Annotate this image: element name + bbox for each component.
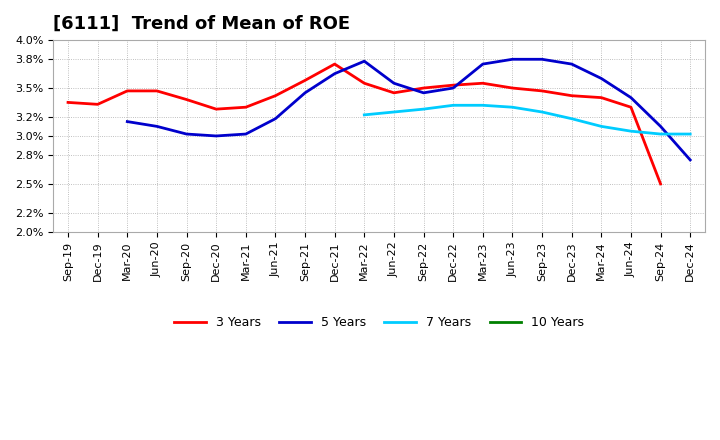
- 7 Years: [419, 106, 428, 112]
- 3 Years: [419, 85, 428, 91]
- 7 Years: [360, 112, 369, 117]
- 5 Years: [212, 133, 220, 139]
- 7 Years: [508, 105, 517, 110]
- 5 Years: [123, 119, 132, 124]
- 7 Years: [567, 116, 576, 121]
- 3 Years: [271, 93, 280, 99]
- 3 Years: [567, 93, 576, 99]
- 3 Years: [212, 106, 220, 112]
- 5 Years: [301, 90, 310, 95]
- 5 Years: [241, 132, 250, 137]
- 5 Years: [449, 85, 457, 91]
- 3 Years: [597, 95, 606, 100]
- 7 Years: [686, 132, 695, 137]
- 5 Years: [538, 57, 546, 62]
- 5 Years: [360, 59, 369, 64]
- 3 Years: [360, 81, 369, 86]
- 3 Years: [508, 85, 517, 91]
- 3 Years: [330, 62, 339, 67]
- 3 Years: [63, 100, 72, 105]
- 5 Years: [330, 71, 339, 76]
- 5 Years: [686, 157, 695, 162]
- Line: 7 Years: 7 Years: [364, 105, 690, 134]
- 3 Years: [449, 83, 457, 88]
- 5 Years: [508, 57, 517, 62]
- 3 Years: [390, 90, 398, 95]
- 3 Years: [94, 102, 102, 107]
- 3 Years: [182, 97, 191, 102]
- Legend: 3 Years, 5 Years, 7 Years, 10 Years: 3 Years, 5 Years, 7 Years, 10 Years: [169, 311, 589, 334]
- 5 Years: [153, 124, 161, 129]
- Line: 5 Years: 5 Years: [127, 59, 690, 160]
- Text: [6111]  Trend of Mean of ROE: [6111] Trend of Mean of ROE: [53, 15, 351, 33]
- 5 Years: [597, 76, 606, 81]
- 7 Years: [597, 124, 606, 129]
- 7 Years: [538, 110, 546, 115]
- 7 Years: [656, 132, 665, 137]
- 3 Years: [479, 81, 487, 86]
- 3 Years: [301, 78, 310, 83]
- 3 Years: [656, 181, 665, 187]
- 5 Years: [626, 95, 635, 100]
- 7 Years: [390, 110, 398, 115]
- 7 Years: [449, 103, 457, 108]
- 7 Years: [626, 128, 635, 134]
- 3 Years: [241, 105, 250, 110]
- 5 Years: [479, 62, 487, 67]
- Line: 3 Years: 3 Years: [68, 64, 660, 184]
- 7 Years: [479, 103, 487, 108]
- 3 Years: [153, 88, 161, 94]
- 3 Years: [538, 88, 546, 94]
- 3 Years: [626, 105, 635, 110]
- 3 Years: [123, 88, 132, 94]
- 5 Years: [567, 62, 576, 67]
- 5 Years: [271, 116, 280, 121]
- 5 Years: [656, 124, 665, 129]
- 5 Years: [390, 81, 398, 86]
- 5 Years: [182, 132, 191, 137]
- 5 Years: [419, 90, 428, 95]
